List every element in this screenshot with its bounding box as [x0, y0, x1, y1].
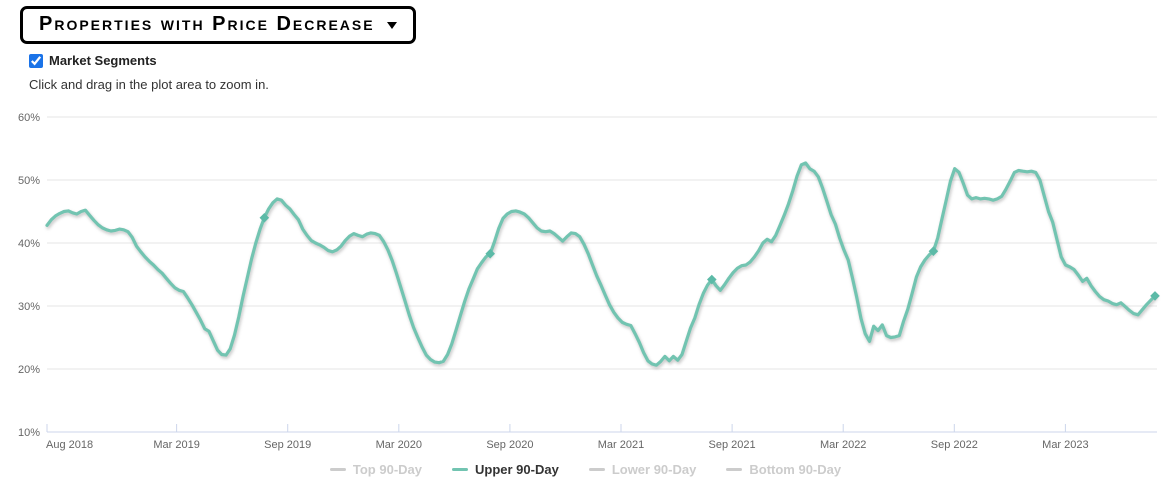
legend-label: Upper 90-Day [475, 462, 559, 477]
series-marker-diamond[interactable] [1150, 291, 1160, 301]
x-axis-label: Sep 2019 [264, 439, 311, 451]
market-segments-label[interactable]: Market Segments [49, 53, 157, 68]
legend-item-bottom-90-day[interactable]: Bottom 90-Day [726, 462, 841, 477]
x-axis-label: Aug 2018 [46, 439, 93, 451]
y-axis-label: 60% [18, 112, 40, 124]
chart-selector-button[interactable]: Properties with Price Decrease [20, 6, 416, 44]
legend-item-top-90-day[interactable]: Top 90-Day [329, 462, 422, 477]
legend-item-lower-90-day[interactable]: Lower 90-Day [588, 462, 697, 477]
legend-line-marker [452, 468, 468, 471]
x-axis-label: Mar 2020 [376, 439, 422, 451]
line-chart[interactable]: 10% 20% 30% 40% 50% 60% Aug 2018 Mar 2019 Sep 20… [0, 99, 1171, 457]
plot-area[interactable]: 10% 20% 30% 40% 50% 60% Aug 2018 Mar 2019 Sep 20… [0, 99, 1171, 457]
series-marker-diamond[interactable] [707, 274, 717, 285]
y-axis-label: 50% [18, 175, 40, 187]
zoom-hint-text: Click and drag in the plot area to zoom … [29, 77, 269, 92]
x-axis-label: Sep 2020 [486, 439, 533, 451]
chart-legend: Top 90-Day Upper 90-Day Lower 90-Day Bottom… [0, 462, 1171, 477]
y-axis-label: 30% [18, 301, 40, 313]
y-axis-label: 40% [18, 238, 40, 250]
x-axis-label: Mar 2023 [1042, 439, 1088, 451]
page-title: Properties with Price Decrease [39, 13, 375, 35]
x-axis-label: Sep 2021 [709, 439, 756, 451]
x-axis-label: Mar 2021 [598, 439, 644, 451]
x-axis-label: Sep 2022 [931, 439, 978, 451]
dropdown-caret-icon [386, 22, 397, 29]
legend-label: Bottom 90-Day [749, 462, 842, 477]
series-marker-diamond[interactable] [928, 246, 939, 256]
market-segments-checkbox[interactable] [29, 53, 43, 68]
legend-item-upper-90-day[interactable]: Upper 90-Day [452, 462, 559, 477]
legend-label: Lower 90-Day [611, 462, 697, 477]
legend-line-marker [726, 468, 743, 471]
y-axis-label: 10% [18, 427, 40, 439]
upper-90-day-series-line[interactable] [45, 161, 1157, 367]
x-axis-label: Mar 2022 [820, 439, 866, 451]
legend-line-marker [329, 468, 346, 471]
x-axis-label: Mar 2019 [153, 439, 199, 451]
series-marker-diamond[interactable] [485, 248, 495, 259]
y-axis-label: 20% [18, 364, 40, 376]
legend-label: Top 90-Day [352, 462, 422, 477]
legend-line-marker [588, 468, 605, 471]
